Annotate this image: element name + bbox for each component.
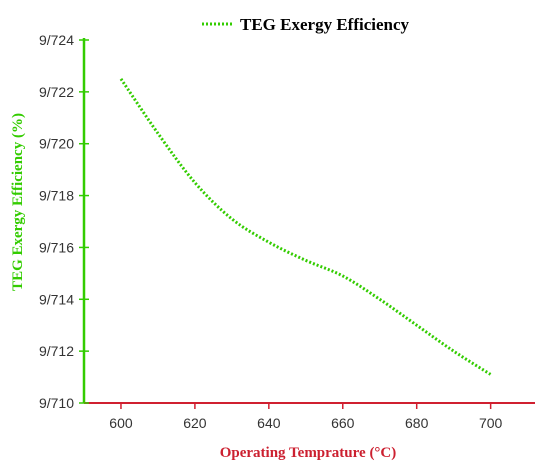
x-tick-label: 700 <box>479 415 503 431</box>
x-tick-label: 620 <box>183 415 207 431</box>
y-tick-label: 9/716 <box>39 239 74 255</box>
x-tick-label: 680 <box>405 415 429 431</box>
series-line <box>119 78 492 376</box>
x-axis-title: Operating Temprature (°C) <box>220 445 397 461</box>
plot-area: 9/710 9/712 9/714 9/716 9/718 9/720 9/722 9/724… <box>39 32 535 431</box>
y-tick-label: 9/722 <box>39 84 74 100</box>
x-tick-label: 600 <box>109 415 133 431</box>
y-tick-label: 9/710 <box>39 395 74 411</box>
y-tick-label: 9/720 <box>39 136 74 152</box>
y-tick-label: 9/714 <box>39 291 74 307</box>
x-tick-label: 640 <box>257 415 281 431</box>
y-tick-label: 9/712 <box>39 343 74 359</box>
y-tick-label: 9/724 <box>39 32 74 48</box>
legend: TEG Exergy Efficiency <box>202 15 410 34</box>
legend-label: TEG Exergy Efficiency <box>240 15 410 34</box>
y-tick-label: 9/718 <box>39 188 74 204</box>
y-axis-title: TEG Exergy Efficiency (%) <box>10 113 26 291</box>
x-tick-label: 660 <box>331 415 355 431</box>
